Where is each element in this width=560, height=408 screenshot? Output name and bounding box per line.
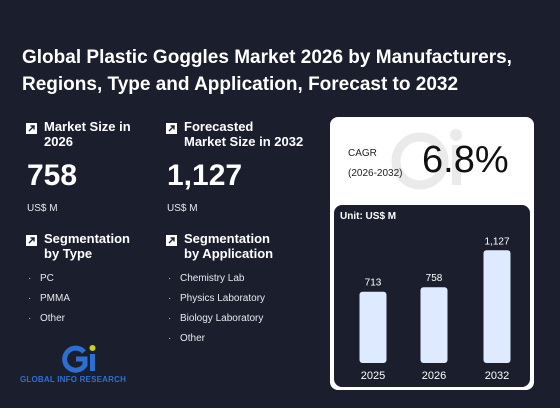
bullet-icon: · [168, 313, 172, 324]
x-tick-label: 2025 [361, 370, 385, 382]
segmentation-application-label: Segmentation by Application [184, 231, 273, 261]
list-item: · Chemistry Lab [168, 273, 273, 293]
market-size-block: Market Size in 2026 758 US$ M [26, 119, 131, 214]
application-item-label: Physics Laboratory [180, 293, 266, 304]
forecast-label-line1: Forecasted [184, 119, 254, 134]
segmentation-application-label-line2: by Application [184, 246, 274, 261]
market-size-unit: US$ M [27, 203, 58, 214]
forecast-label: Forecasted Market Size in 2032 [184, 119, 303, 149]
list-item: · Biology Laboratory [168, 313, 273, 333]
forecast-block: Forecasted Market Size in 2032 1,127 US$… [166, 119, 303, 214]
segmentation-type-label-line1: Segmentation [44, 231, 130, 246]
bar-value-label: 713 [365, 278, 382, 289]
application-item-label: Other [180, 333, 206, 344]
cagr-label-line1: CAGR [348, 148, 377, 159]
type-list: · PC · PMMA · Other [28, 273, 130, 333]
arrow-up-right-icon [166, 235, 177, 246]
segmentation-type-label: Segmentation by Type [44, 231, 130, 261]
bar-chart: 713 2025 758 2026 1,127 2032 [359, 236, 511, 382]
list-item: · Other [168, 333, 273, 353]
type-item-label: PMMA [40, 293, 70, 304]
bullet-icon: · [28, 293, 32, 304]
x-tick-label: 2026 [422, 370, 446, 382]
application-item-label: Chemistry Lab [180, 273, 245, 284]
list-item: · Other [28, 313, 130, 333]
bullet-icon: · [168, 273, 172, 284]
bar-value-label: 1,127 [484, 236, 509, 247]
bar-2026 [420, 287, 448, 363]
forecast-unit: US$ M [167, 203, 198, 214]
arrow-up-right-icon [26, 123, 37, 134]
segmentation-type-label-line2: by Type [44, 246, 93, 261]
application-list: · Chemistry Lab · Physics Laboratory · Biol… [168, 273, 273, 353]
page-title: Global Plastic Goggles Market 2026 by Ma… [22, 47, 512, 95]
forecast-label-line2: Market Size in 2032 [184, 134, 304, 149]
market-size-value: 758 [27, 159, 78, 192]
segmentation-type-block: Segmentation by Type · PC · PMMA · Other [26, 231, 130, 333]
logo-mark-icon [62, 345, 96, 373]
market-size-label: Market Size in 2026 [44, 119, 131, 149]
bullet-icon: · [168, 293, 172, 304]
arrow-up-right-icon [166, 123, 177, 134]
cagr-label: CAGR (2026-2032) [348, 144, 402, 184]
list-item: · PMMA [28, 293, 130, 313]
bullet-icon: · [28, 273, 32, 284]
cagr-value: 6.8% [422, 139, 509, 181]
market-size-label-line1: Market Size in [44, 119, 131, 134]
bar-2025 [359, 291, 387, 363]
list-item: · PC [28, 273, 130, 293]
segmentation-application-label-line1: Segmentation [184, 231, 270, 246]
bar-2032 [483, 250, 511, 363]
arrow-up-right-icon [26, 235, 37, 246]
forecast-value: 1,127 [167, 159, 243, 192]
bullet-icon: · [168, 333, 172, 344]
chart-unit-label: Unit: US$ M [340, 211, 397, 222]
list-item: · Physics Laboratory [168, 293, 273, 313]
bullet-icon: · [28, 313, 32, 324]
type-item-label: PC [40, 273, 54, 284]
segmentation-application-block: Segmentation by Application · Chemistry L… [166, 231, 273, 353]
cagr-card: CAGR (2026-2032) 6.8% Unit: US$ M 713 202… [330, 117, 534, 390]
x-tick-label: 2032 [485, 370, 509, 382]
type-item-label: Other [40, 313, 66, 324]
company-logo: GLOBAL INFO RESEARCH [20, 343, 140, 393]
market-size-label-line2: 2026 [44, 134, 73, 149]
logo-text: GLOBAL INFO RESEARCH [20, 375, 127, 384]
cagr-label-line2: (2026-2032) [348, 168, 403, 179]
bar-chart-panel: Unit: US$ M 713 2025 758 2026 1,127 2032 [334, 205, 530, 387]
bar-value-label: 758 [426, 273, 443, 284]
application-item-label: Biology Laboratory [180, 313, 264, 324]
